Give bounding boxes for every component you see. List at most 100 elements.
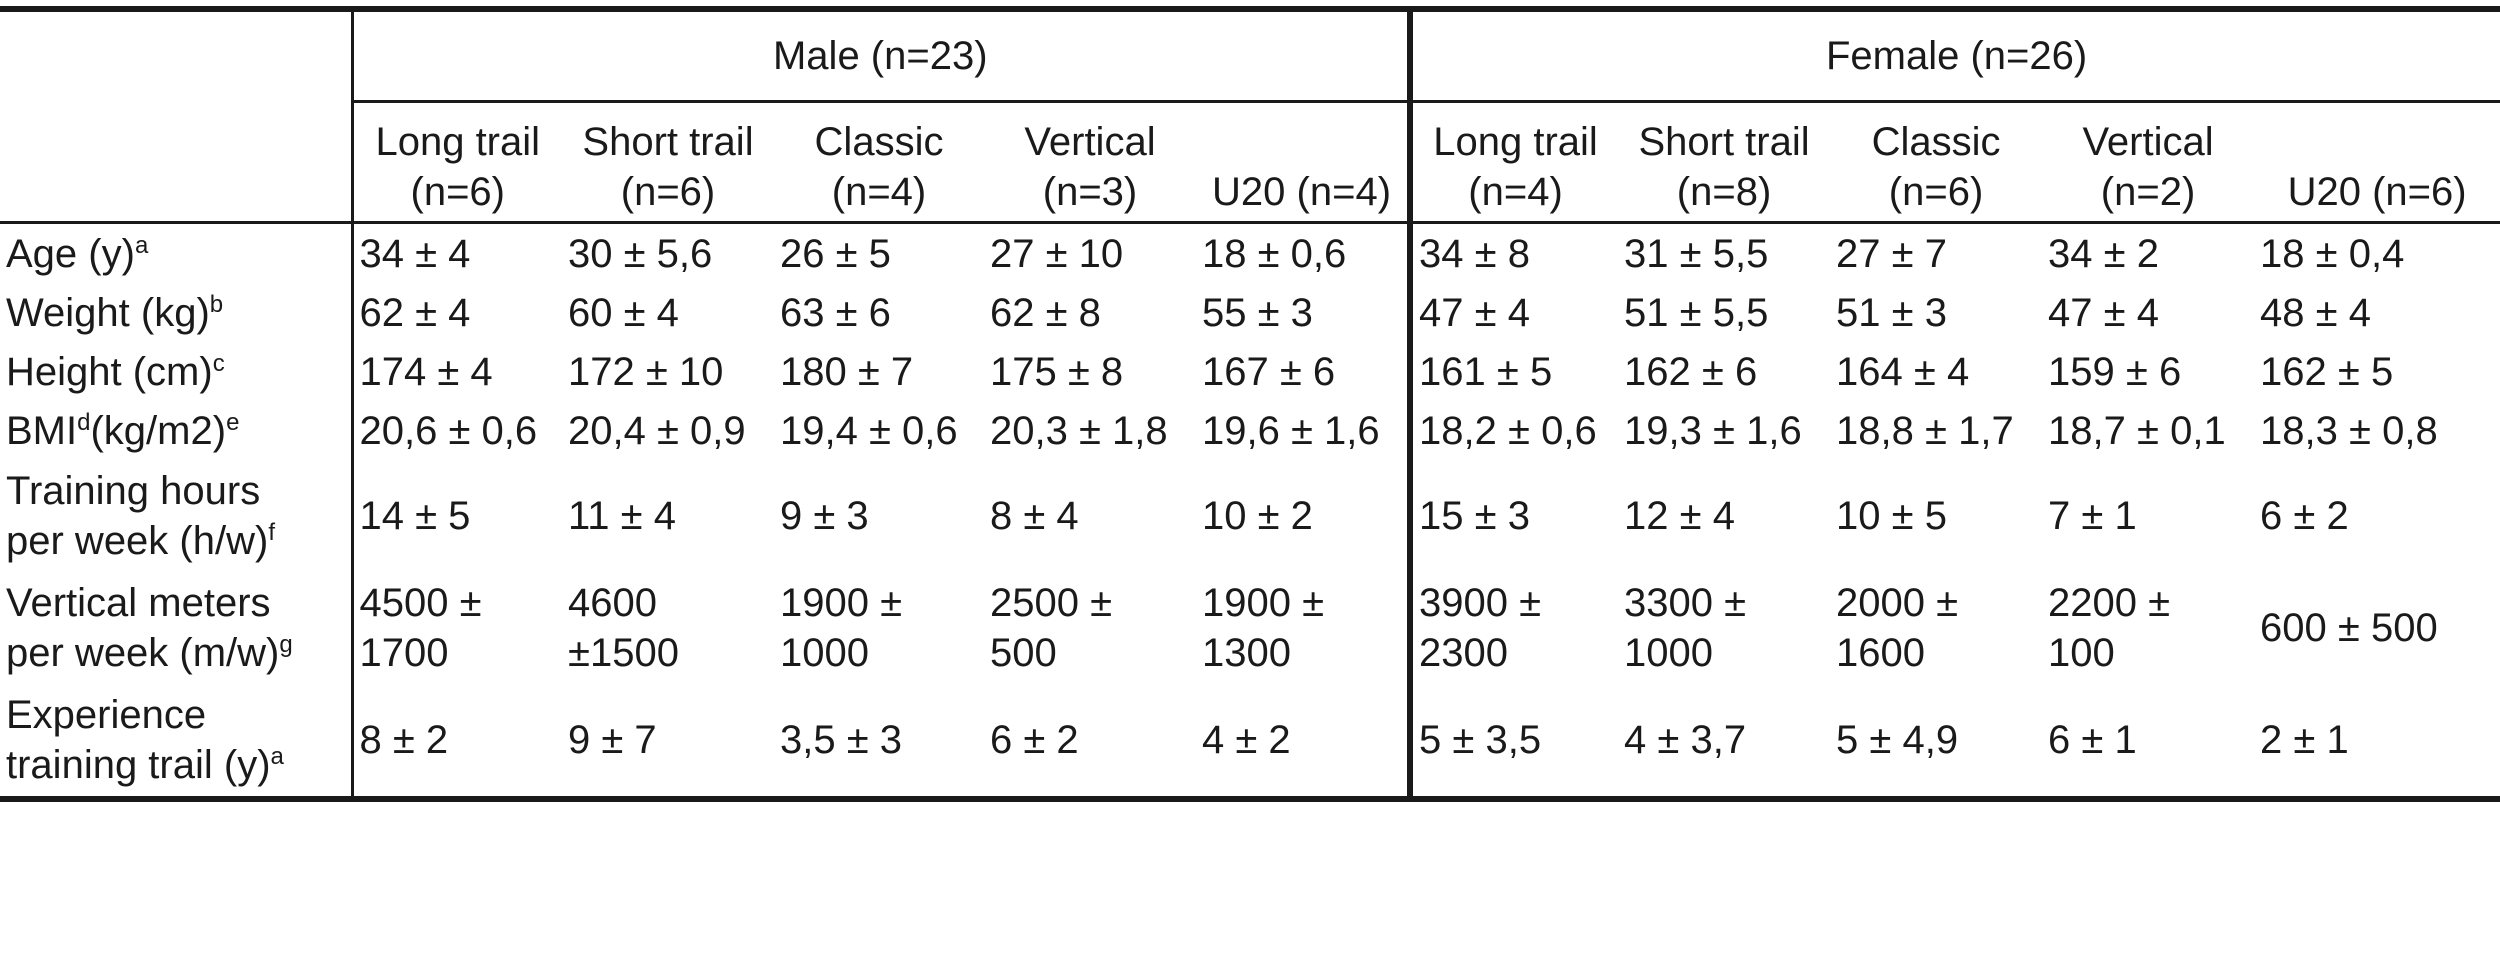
subgroup-header: Long trail (n=4) — [1407, 101, 1619, 224]
table-cell: 15 ± 3 — [1407, 460, 1619, 572]
row-label: BMId(kg/m2)e — [0, 401, 354, 460]
table-cell: 48 ± 4 — [2260, 290, 2371, 335]
table-cell: 162 ± 6 — [1624, 349, 1758, 394]
table-row-weight: Weight (kg)b 62 ± 4 60 ± 4 63 ± 6 62 ± 8… — [0, 283, 2500, 342]
group-female: Female (n=26) — [1407, 6, 2500, 103]
row-label: Vertical meters per week (m/w)g — [0, 572, 354, 684]
table-cell: 10 ± 2 — [1202, 494, 1313, 538]
table-cell: 3900 ±2300 — [1407, 572, 1619, 684]
table-cell: 31 ± 5,5 — [1624, 231, 1769, 276]
table-cell: 55 ± 3 — [1202, 290, 1313, 335]
row-label: Age (y)a — [0, 222, 354, 283]
table-cell: 14 ± 5 — [359, 494, 471, 538]
table-cell: 47 ± 4 — [1407, 283, 1619, 342]
table-row-experience: Experience training trail (y)a 8 ± 2 9 ± … — [0, 684, 2500, 802]
table-cell: 159 ± 6 — [2048, 349, 2182, 394]
subgroup-header: Classic (n=6) — [1830, 101, 2043, 224]
table-cell: 20,3 ± 1,8 — [990, 408, 1168, 453]
table-cell: 34 ± 8 — [1407, 222, 1619, 283]
table-cell: 62 ± 4 — [359, 290, 471, 335]
subgroup-header: Short trail (n=6) — [562, 101, 774, 224]
table-cell: 18 ± 0,6 — [1202, 231, 1347, 276]
table-cell: 174 ± 4 — [359, 349, 493, 394]
table-row-age: Age (y)a 34 ± 4 30 ± 5,6 26 ± 5 27 ± 10 … — [0, 222, 2500, 283]
table-cell: 19,6 ± 1,6 — [1202, 408, 1380, 453]
table-cell: 9 ± 3 — [780, 494, 869, 538]
table-cell: 9 ± 7 — [562, 684, 774, 802]
subgroup-header: U20 (n=6) — [2254, 101, 2500, 224]
table-cell: 162 ± 5 — [2260, 349, 2394, 394]
subgroup-header: Classic (n=4) — [774, 101, 984, 224]
table-cell: 5 ± 3,5 — [1407, 684, 1619, 802]
group-male: Male (n=23) — [352, 6, 1411, 103]
table-row-height: Height (cm)c 174 ± 4 172 ± 10 180 ± 7 17… — [0, 342, 2500, 401]
table-cell: 27 ± 7 — [1836, 231, 1947, 276]
table-cell: 6 ± 2 — [2260, 494, 2349, 538]
row-label: Height (cm)c — [0, 342, 354, 401]
table-cell: 12 ± 4 — [1624, 494, 1735, 538]
table-cell: 3,5 ± 3 — [774, 684, 984, 802]
table-cell: 20,4 ± 0,9 — [568, 408, 746, 453]
table-cell: 161 ± 5 — [1407, 342, 1619, 401]
table-cell: 175 ± 8 — [990, 349, 1124, 394]
table-cell: 4 ± 3,7 — [1618, 684, 1831, 802]
table-cell: 62 ± 8 — [990, 290, 1101, 335]
row-label: Training hours per week (h/w)f — [0, 460, 354, 572]
table-cell: 18,2 ± 0,6 — [1407, 401, 1619, 460]
table-cell: 51 ± 5,5 — [1624, 290, 1769, 335]
table-cell: 19,3 ± 1,6 — [1624, 408, 1802, 453]
table-cell: 18,3 ± 0,8 — [2260, 408, 2438, 453]
table-cell: 18 ± 0,4 — [2260, 231, 2405, 276]
table-cell: 51 ± 3 — [1836, 290, 1947, 335]
table-cell: 5 ± 4,9 — [1830, 684, 2043, 802]
table-cell: 18,8 ± 1,7 — [1836, 408, 2014, 453]
table-cell: 2500 ±500 — [990, 581, 1113, 675]
table-row-vertical-meters: Vertical meters per week (m/w)g 4500 ±170… — [0, 572, 2500, 684]
table-cell: 1900 ±1300 — [1202, 581, 1325, 675]
table-cell: 2 ± 1 — [2254, 684, 2500, 802]
table-row-bmi: BMId(kg/m2)e 20,6 ± 0,6 20,4 ± 0,9 19,4 … — [0, 401, 2500, 460]
table-cell: 11 ± 4 — [568, 494, 676, 538]
row-label: Experience training trail (y)a — [0, 684, 354, 802]
subgroup-header: Short trail (n=8) — [1618, 101, 1831, 224]
subgroup-header: U20 (n=4) — [1196, 101, 1411, 224]
table-cell: 26 ± 5 — [780, 231, 891, 276]
table-cell: 18,7 ± 0,1 — [2048, 408, 2226, 453]
table-cell: 60 ± 4 — [568, 290, 679, 335]
table-cell: 167 ± 6 — [1202, 349, 1336, 394]
table-cell: 7 ± 1 — [2048, 494, 2137, 538]
stub-header — [0, 6, 354, 102]
subgroup-header: Long trail (n=6) — [352, 101, 562, 224]
table-cell: 8 ± 4 — [990, 494, 1079, 538]
table-cell: 20,6 ± 0,6 — [359, 408, 538, 453]
table-row-training-hours: Training hours per week (h/w)f 14 ± 5 11 … — [0, 460, 2500, 572]
table-cell: 6 ± 1 — [2042, 684, 2255, 802]
characteristics-table: Male (n=23) Female (n=26) Long trail (n=6… — [0, 6, 2500, 802]
table-cell: 19,4 ± 0,6 — [780, 408, 958, 453]
table-cell: 34 ± 2 — [2048, 231, 2159, 276]
group-header-row: Male (n=23) Female (n=26) — [0, 6, 2500, 103]
table-cell: 63 ± 6 — [780, 290, 891, 335]
table-cell: 2000 ±1600 — [1836, 581, 1959, 675]
table-cell: 4 ± 2 — [1196, 684, 1411, 802]
table-cell: 600 ± 500 — [2260, 606, 2438, 650]
characteristics-table-container: Male (n=23) Female (n=26) Long trail (n=6… — [0, 6, 2500, 955]
table-cell: 8 ± 2 — [352, 684, 562, 802]
subgroup-header: Vertical (n=2) — [2042, 101, 2255, 224]
table-cell: 1900 ±1000 — [780, 581, 903, 675]
table-cell: 6 ± 2 — [984, 684, 1196, 802]
table-cell: 34 ± 4 — [359, 231, 471, 276]
table-cell: 2200 ±100 — [2048, 581, 2171, 675]
table-cell: 4600 ±1500 — [568, 581, 679, 675]
table-cell: 4500 ±1700 — [359, 581, 482, 675]
table-cell: 30 ± 5,6 — [568, 231, 713, 276]
table-cell: 3300 ±1000 — [1624, 581, 1747, 675]
table-cell: 27 ± 10 — [990, 231, 1124, 276]
row-label: Weight (kg)b — [0, 283, 354, 342]
table-cell: 10 ± 5 — [1836, 494, 1947, 538]
table-cell: 172 ± 10 — [568, 349, 724, 394]
subgroup-header: Vertical (n=3) — [984, 101, 1196, 224]
table-cell: 180 ± 7 — [780, 349, 914, 394]
stub-subheader — [0, 101, 354, 224]
table-cell: 47 ± 4 — [2048, 290, 2159, 335]
